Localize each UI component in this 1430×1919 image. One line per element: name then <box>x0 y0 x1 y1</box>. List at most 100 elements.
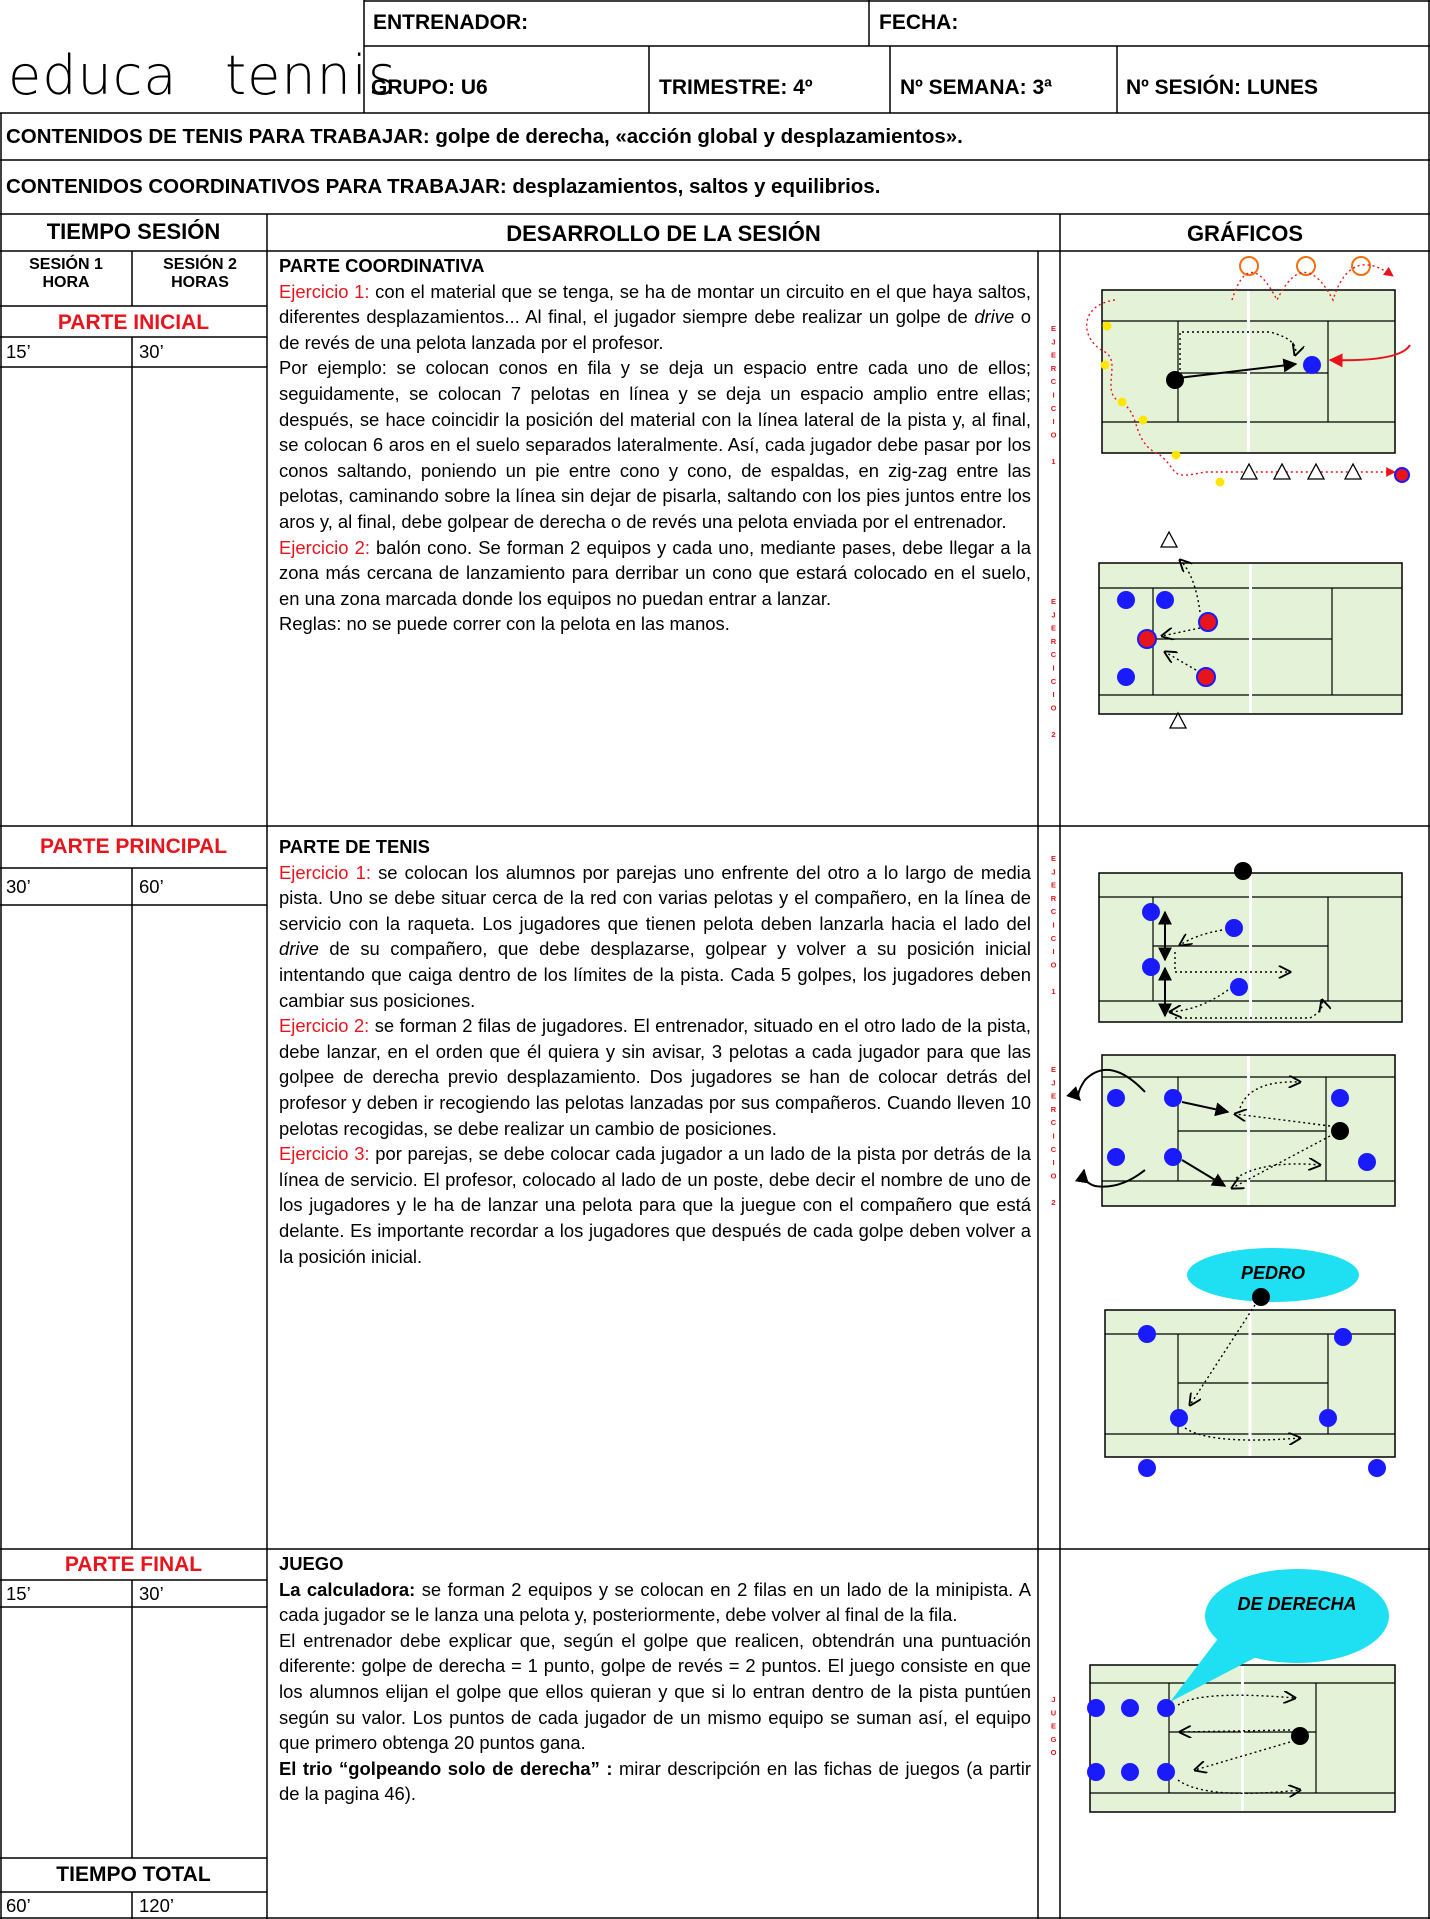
total-2h: 120’ <box>139 1895 174 1916</box>
movement-arrow <box>1165 652 1197 671</box>
player <box>1117 668 1135 686</box>
ball-arrow <box>1177 358 1298 379</box>
movement-arrow <box>1232 1135 1331 1188</box>
ball <box>1138 415 1148 425</box>
paragraph: Por ejemplo: se colocan conos en fila y … <box>279 355 1031 534</box>
time-2h: 30’ <box>139 1583 164 1604</box>
side-label: EJERCICIO 1 <box>1049 854 1058 1001</box>
movement-arrow <box>1162 627 1201 636</box>
side-label: JUEGO <box>1049 1695 1058 1762</box>
text-run: Ejercicio 1: <box>279 280 370 302</box>
speech-bubble <box>1205 1569 1389 1663</box>
section-heading: PARTE DE TENIS <box>279 836 430 857</box>
cone <box>1343 462 1363 480</box>
player <box>1121 1763 1139 1781</box>
text-run: Ejercicio 1: <box>279 861 371 883</box>
player <box>1230 978 1248 996</box>
text-run: La calculadora: <box>279 1578 416 1600</box>
player <box>1087 1763 1105 1781</box>
player <box>1164 1148 1182 1166</box>
player <box>1164 1089 1182 1107</box>
player <box>1142 958 1160 976</box>
movement-arrow <box>1177 1695 1295 1706</box>
ball <box>1215 477 1225 487</box>
section-label: PARTE PRINCIPAL <box>39 835 228 858</box>
player <box>1252 1288 1270 1306</box>
player <box>1334 1328 1352 1346</box>
paragraph: El trio “golpeando solo de derecha” : mi… <box>279 1756 1031 1807</box>
ball <box>1117 397 1127 407</box>
side-label: EJERCICIO 2 <box>1049 1065 1058 1212</box>
column-header: DESARROLLO DE LA SESIÓN <box>506 221 821 246</box>
player <box>1117 591 1135 609</box>
cone <box>1272 462 1292 480</box>
header-field: Nº SEMANA: 3ª <box>900 76 1052 99</box>
cone-ring <box>1296 256 1316 276</box>
text-run: Ejercicio 2: <box>279 1015 370 1037</box>
header-field: Nº SESIÓN: LUNES <box>1126 76 1319 99</box>
sub-header: SESIÓN 1 HORA <box>29 256 103 291</box>
movement-arrow <box>1239 1082 1300 1109</box>
ball <box>1100 360 1110 370</box>
paragraph: Ejercicio 3: por parejas, se debe coloca… <box>279 1141 1031 1269</box>
movement-arrow <box>1195 1741 1291 1770</box>
speech-bubble <box>1187 1248 1359 1302</box>
player <box>1138 1459 1156 1477</box>
text-run: mirar descripción en las fichas de juego… <box>279 1757 1031 1805</box>
logo-text: EDUCA <box>8 44 178 107</box>
text-run: de su compañero, que debe desplazarse, g… <box>279 938 1031 1011</box>
cone <box>1239 462 1259 480</box>
movement-arrow <box>1175 1000 1323 1019</box>
time-1h: 15’ <box>6 1583 31 1604</box>
section-label: PARTE FINAL <box>64 1553 203 1576</box>
text-run: con el material que se tenga, se ha de m… <box>279 280 1031 328</box>
player <box>1225 919 1243 937</box>
time-1h: 30’ <box>6 876 31 897</box>
ball <box>1171 450 1181 460</box>
player <box>1157 1699 1175 1717</box>
player <box>1121 1699 1139 1717</box>
paragraph: La calculadora: se forman 2 equipos y se… <box>279 1577 1031 1628</box>
text-run: drive <box>279 938 319 960</box>
sub-header: SESIÓN 2 HORAS <box>163 256 237 291</box>
text-run: Ejercicio 2: <box>279 536 370 558</box>
ball-arrow <box>1066 1069 1146 1101</box>
cone-ring <box>1239 256 1259 276</box>
movement-arrow <box>1177 1779 1300 1793</box>
column-header: GRÁFICOS <box>1186 221 1304 246</box>
cone <box>1159 530 1179 548</box>
section-heading: JUEGO <box>279 1553 344 1574</box>
movement-arrow <box>1180 560 1201 613</box>
paragraph: Ejercicio 2: balón cono. Se forman 2 equ… <box>279 535 1031 612</box>
player <box>1394 467 1410 483</box>
section-label: PARTE INICIAL <box>57 311 210 334</box>
cone <box>1168 711 1188 729</box>
movement-arrow <box>1174 952 1290 972</box>
text-run: se colocan los alumnos por parejas uno e… <box>279 861 1031 934</box>
total-1h: 60’ <box>6 1895 31 1916</box>
text-run: se forman 2 equipos y se colocan en 2 fi… <box>279 1578 1031 1626</box>
text-run: Por ejemplo: se colocan conos en fila y … <box>279 357 1031 532</box>
movement-arrow <box>1180 929 1223 945</box>
header-field: ENTRENADOR: <box>373 11 529 34</box>
movement-arrow <box>1179 331 1296 370</box>
section-text: PARTE DE TENIS Ejercicio 1: se colocan lo… <box>279 834 1031 1269</box>
paragraph: El entrenador debe explicar que, según e… <box>279 1628 1031 1756</box>
text-run: Reglas: no se puede correr con la pelota… <box>279 613 730 635</box>
ball-arrow <box>1181 1159 1227 1187</box>
text-run: balón cono. Se forman 2 equipos y cada u… <box>279 536 1031 609</box>
player <box>1331 1089 1349 1107</box>
contents-line: CONTENIDOS COORDINATIVOS PARA TRABAJAR: … <box>6 175 881 198</box>
player <box>1319 1409 1337 1427</box>
text-run: o de revés de una pelota lanzada por el … <box>279 306 1032 353</box>
cone <box>1306 462 1326 480</box>
header-field: TRIMESTRE: 4º <box>659 76 813 99</box>
player <box>1368 1459 1386 1477</box>
movement-arrow <box>1231 264 1394 302</box>
player <box>1137 629 1157 649</box>
time-1h: 15’ <box>6 341 31 362</box>
ball-arrow <box>1075 1168 1146 1188</box>
section-heading: PARTE COORDINATIVA <box>279 255 485 276</box>
player <box>1303 356 1321 374</box>
time-2h: 30’ <box>139 341 164 362</box>
